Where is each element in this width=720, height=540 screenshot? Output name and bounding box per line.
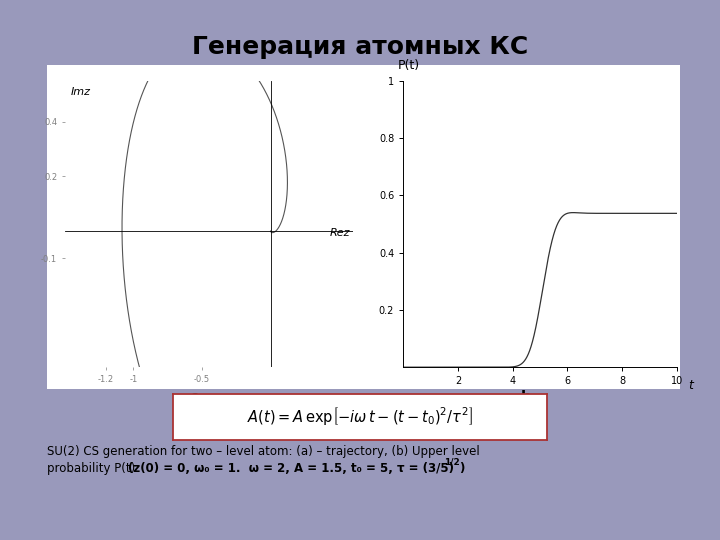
Text: ): ) xyxy=(459,462,464,475)
Text: SU(2) CS generation for two – level atom: (a) – trajectory, (b) Upper level: SU(2) CS generation for two – level atom… xyxy=(47,446,480,458)
Text: Imz: Imz xyxy=(71,87,91,97)
Text: Генерация атомных КС: Генерация атомных КС xyxy=(192,35,528,59)
Text: (z(0) = 0, ω₀ = 1.  ω = 2, A = 1.5, t₀ = 5, τ = (3/5): (z(0) = 0, ω₀ = 1. ω = 2, A = 1.5, t₀ = … xyxy=(128,462,454,475)
Text: P(t): P(t) xyxy=(397,59,420,72)
Text: Rez: Rez xyxy=(330,228,350,238)
Text: probability P(t).: probability P(t). xyxy=(47,462,143,475)
Text: $A(t) = A\,\exp\!\left[-i\omega\,t - (t - t_0)^2/\tau^2\right]$: $A(t) = A\,\exp\!\left[-i\omega\,t - (t … xyxy=(247,405,473,427)
Text: b: b xyxy=(521,390,532,405)
Text: a: a xyxy=(189,390,199,405)
Text: 1/2: 1/2 xyxy=(444,458,460,467)
Text: t: t xyxy=(688,379,693,392)
